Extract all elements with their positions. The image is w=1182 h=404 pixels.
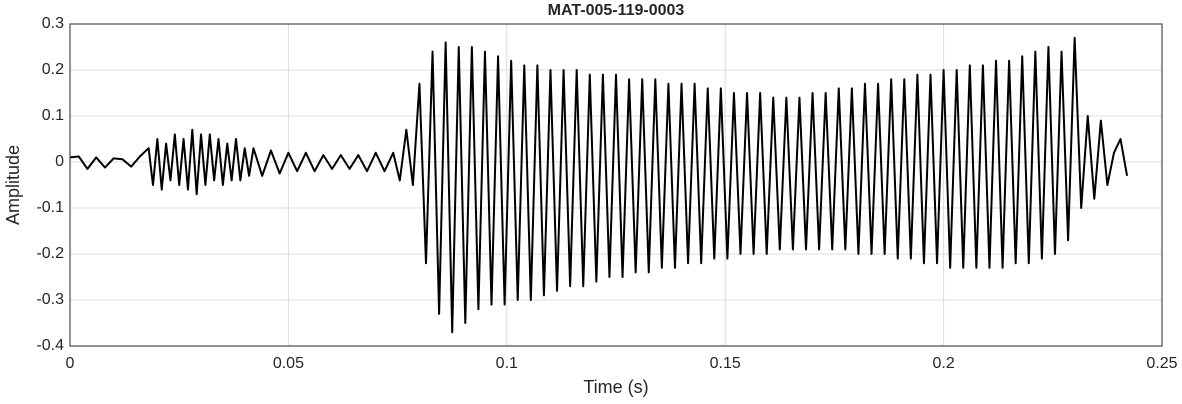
x-tick-label: 0	[66, 355, 75, 372]
y-tick-label: -0.3	[36, 291, 64, 308]
y-axis-label: Amplitude	[3, 145, 23, 225]
y-tick-label: -0.2	[36, 245, 64, 262]
x-axis-label: Time (s)	[583, 377, 648, 397]
x-tick-label: 0.1	[496, 355, 518, 372]
y-tick-label: 0.2	[42, 61, 64, 78]
x-tick-label: 0.2	[932, 355, 954, 372]
y-tick-label: 0.3	[42, 15, 64, 32]
x-tick-label: 0.25	[1146, 355, 1177, 372]
y-tick-label: -0.1	[36, 199, 64, 216]
y-tick-label: -0.4	[36, 337, 64, 354]
chart-title: MAT-005-119-0003	[548, 2, 685, 19]
waveform-line	[69, 36, 1129, 334]
y-tick-label: 0	[55, 153, 64, 170]
x-tick-label: 0.05	[273, 355, 304, 372]
y-tick-label: 0.1	[42, 107, 64, 124]
x-tick-label: 0.15	[710, 355, 741, 372]
plot-frame	[69, 23, 1163, 347]
